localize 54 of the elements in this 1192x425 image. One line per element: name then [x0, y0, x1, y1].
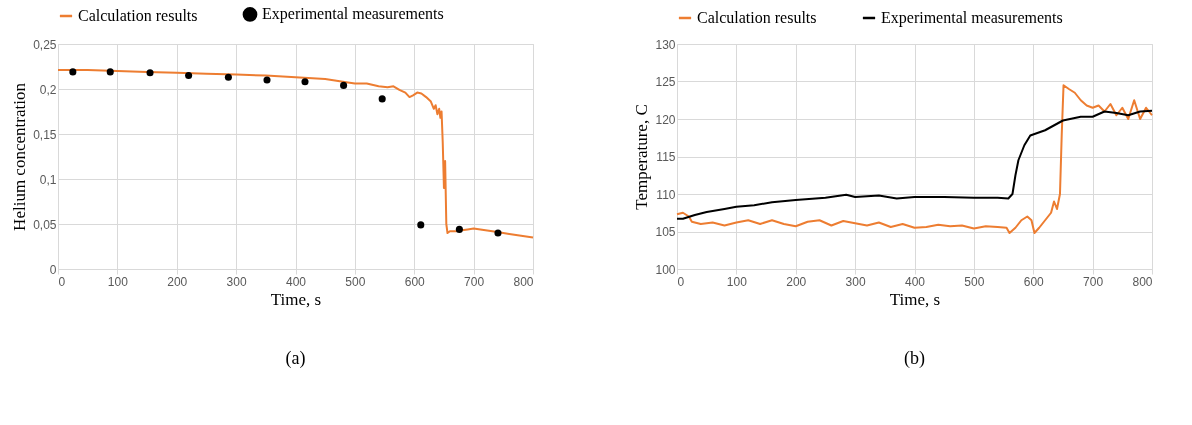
x-tick-label: 200 [786, 274, 807, 289]
x-tick-label: 400 [904, 274, 926, 289]
y-axis-title: Temperature, C [632, 104, 652, 210]
x-tick-label: 600 [1023, 274, 1045, 289]
text: (a) [285, 348, 306, 369]
x-tick-label: 500 [964, 274, 985, 289]
point [340, 81, 348, 89]
point [224, 73, 232, 81]
point [185, 71, 193, 80]
line-series [57, 69, 534, 239]
x-tick-label: 300 [226, 274, 247, 289]
y-tick-label: 105 [655, 225, 676, 239]
line-series [676, 109, 1153, 220]
x-tick-label: 100 [107, 274, 129, 289]
legend-label: Experimental measurements [262, 5, 444, 24]
x-tick-label: 400 [285, 274, 307, 289]
point [69, 68, 77, 76]
x-tick-label: 300 [845, 274, 866, 289]
line-series [676, 84, 1153, 234]
y-tick-label: 125 [655, 75, 676, 89]
point [455, 225, 463, 233]
x-axis-title: Time, s [270, 289, 322, 309]
point [301, 78, 309, 86]
y-axis-title: Helium concentration [10, 82, 30, 231]
x-tick-label: 200 [167, 274, 188, 289]
point [106, 68, 114, 76]
legend-label: Experimental measurements [881, 9, 1063, 27]
x-tick-label: 100 [726, 274, 748, 289]
y-tick-label: 0 [49, 262, 57, 277]
x-tick-label: 700 [1083, 274, 1104, 289]
y-tick-label: 100 [655, 262, 676, 277]
y-tick-label: 0,15 [33, 127, 57, 142]
point [417, 221, 425, 229]
y-tick-label: 120 [655, 112, 676, 127]
y-tick-label: 0,2 [39, 82, 57, 97]
point [263, 76, 271, 84]
legend-label: Calculation results [78, 7, 198, 24]
y-tick-label: 0,05 [33, 217, 57, 232]
y-tick-label: 115 [656, 150, 676, 164]
point [378, 95, 386, 103]
x-axis-title: Time, s [889, 289, 941, 309]
y-tick-label: 0,25 [33, 37, 57, 52]
y-tick-label: 130 [655, 37, 676, 52]
x-tick-label: 700 [464, 274, 485, 289]
point [494, 229, 502, 237]
x-tick-label: 600 [404, 274, 426, 289]
point [146, 69, 154, 77]
y-tick-label: 0,1 [39, 172, 57, 187]
legend-label: Calculation results [697, 9, 817, 26]
y-tick-label: 110 [656, 187, 676, 202]
x-tick-label: 800 [1132, 274, 1153, 289]
text: (b) [904, 348, 925, 369]
x-tick-label: 500 [345, 274, 366, 289]
x-tick-label: 800 [513, 274, 534, 289]
